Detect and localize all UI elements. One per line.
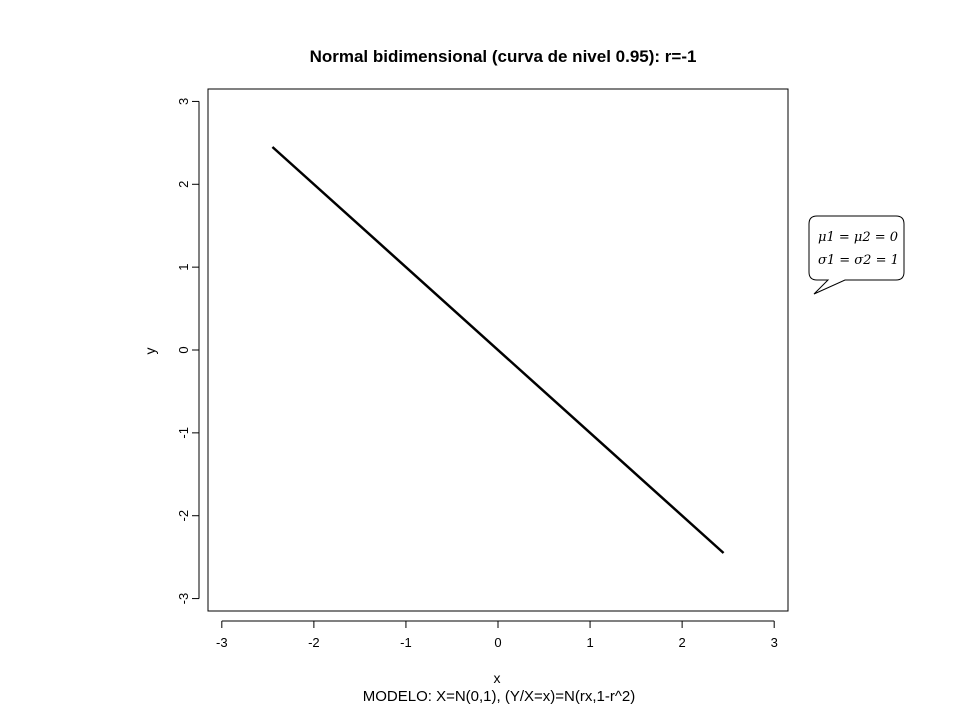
model-caption: MODELO: X=N(0,1), (Y/X=x)=N(rx,1-r^2) — [363, 688, 636, 705]
chart-title: Normal bidimensional (curva de nivel 0.9… — [310, 47, 697, 66]
y-tick-label: -1 — [176, 427, 191, 439]
y-tick-label: 2 — [176, 181, 191, 188]
y-tick-label: -2 — [176, 510, 191, 522]
y-axis-label: y — [142, 348, 158, 355]
y-tick-label: 3 — [176, 98, 191, 105]
y-tick-label: 1 — [176, 264, 191, 271]
series-layer — [271, 146, 725, 554]
x-tick-label: 2 — [679, 635, 686, 650]
parameter-callout: μ1 = μ2 = 0 σ1 = σ2 = 1 — [808, 215, 905, 295]
y-tick-label: -3 — [176, 593, 191, 605]
x-axis-label: x — [494, 670, 501, 686]
x-tick-label: -3 — [216, 635, 228, 650]
x-tick-label: 0 — [494, 635, 501, 650]
y-tick-label: 0 — [176, 346, 191, 353]
callout-line-means: μ1 = μ2 = 0 — [818, 230, 898, 245]
x-tick-label: 3 — [771, 635, 778, 650]
x-tick-label: 1 — [586, 635, 593, 650]
series-line — [271, 146, 725, 554]
plot-frame — [207, 88, 789, 612]
callout-line-sigmas: σ1 = σ2 = 1 — [818, 253, 899, 268]
y-axis: -3 -2 -1 0 1 2 3 — [176, 98, 200, 605]
callout-bubble — [808, 215, 905, 295]
x-tick-label: -1 — [400, 635, 412, 650]
x-tick-label: -2 — [308, 635, 320, 650]
x-axis: -3 -2 -1 0 1 2 3 — [216, 620, 778, 650]
